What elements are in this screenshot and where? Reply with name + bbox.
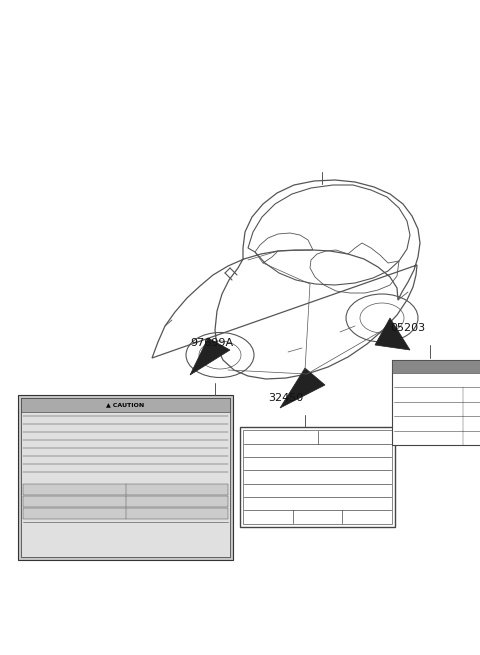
Bar [21, 398, 230, 412]
Bar [23, 484, 228, 495]
Bar [392, 360, 480, 445]
Bar [240, 427, 395, 527]
Bar [23, 508, 228, 519]
Text: 05203: 05203 [390, 323, 425, 333]
Text: ▲ CAUTION: ▲ CAUTION [107, 403, 144, 407]
Bar [243, 430, 392, 524]
Bar [21, 398, 230, 557]
Bar [18, 395, 233, 560]
Text: 32450: 32450 [268, 393, 303, 403]
Polygon shape [375, 318, 410, 350]
Bar [23, 496, 228, 507]
Polygon shape [280, 368, 325, 408]
Text: 97699A: 97699A [190, 338, 233, 348]
Bar [392, 360, 480, 373]
Polygon shape [190, 338, 230, 375]
